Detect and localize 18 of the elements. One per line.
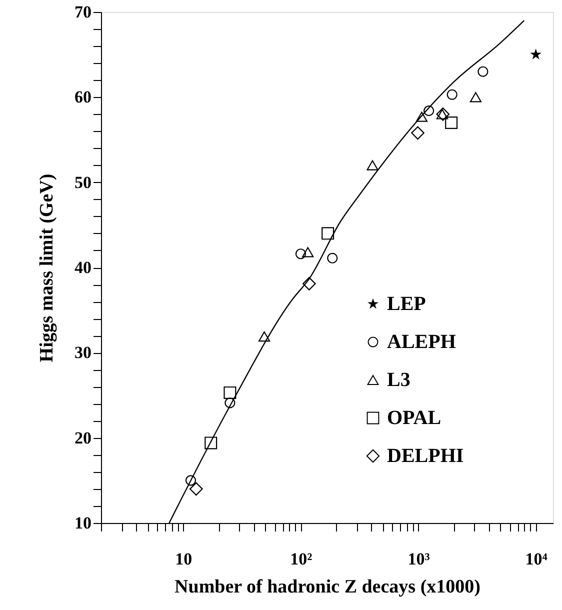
legend-label: DELPHI [387,445,464,467]
y-tick-label: 20 [74,428,92,448]
legend-label: OPAL [387,407,442,429]
y-tick-label: 40 [74,258,92,277]
legend-label: L3 [387,369,410,391]
x-tick-label: 10 [175,550,192,568]
y-tick-label: 50 [74,172,92,192]
x-tick-label: 10⁴ [525,550,548,568]
x-tick-label: 10² [290,550,312,568]
y-tick-label: 60 [74,88,92,107]
y-tick-label: 70 [74,2,92,22]
legend-label: ALEPH [387,331,456,353]
legend-label: LEP [387,293,426,315]
x-tick-label: 10³ [408,550,430,568]
y-tick-label: 30 [74,343,92,362]
x-axis-title: Number of hadronic Z decays (x1000) [174,576,480,598]
y-axis-title: Higgs mass limit (GeV) [36,174,58,362]
y-tick-label: 10 [74,514,92,532]
